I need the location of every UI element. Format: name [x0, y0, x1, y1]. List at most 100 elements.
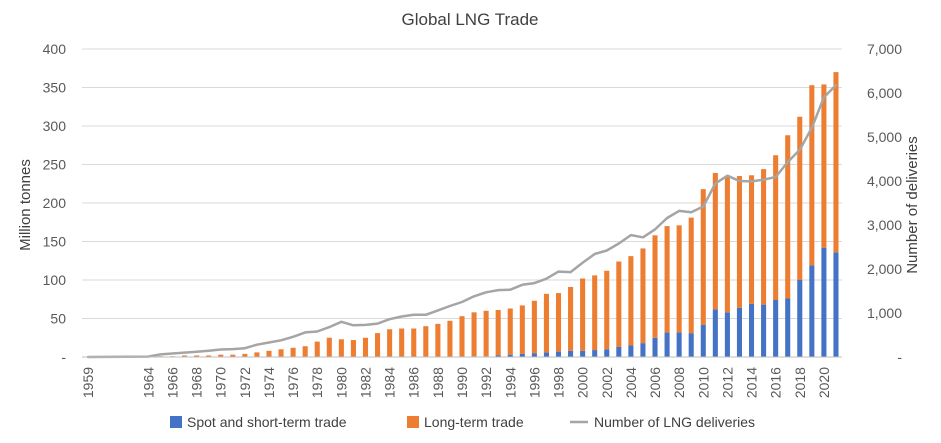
- bar-spot-and-short-term-trade: [773, 300, 779, 357]
- bar-long-term-trade: [604, 270, 610, 350]
- bar-long-term-trade: [447, 320, 453, 357]
- x-tick-label: 2004: [623, 367, 639, 398]
- bar-long-term-trade: [531, 300, 537, 354]
- bar-long-term-trade: [423, 326, 429, 357]
- y2-tick-label: 6,000: [867, 85, 902, 101]
- bar-long-term-trade: [326, 337, 332, 357]
- x-tick-label: 2002: [599, 367, 615, 398]
- bar-long-term-trade: [338, 339, 344, 357]
- chart-title: Global LNG Trade: [401, 10, 538, 29]
- bar-long-term-trade: [507, 308, 513, 355]
- x-tick-label: 1992: [478, 367, 494, 398]
- bar-spot-and-short-term-trade: [628, 345, 634, 357]
- y-tick-label: 200: [43, 195, 67, 211]
- bar-long-term-trade: [724, 176, 730, 313]
- bar-long-term-trade: [592, 275, 598, 351]
- line-number-of-lng-deliveries: [86, 83, 838, 359]
- bar-long-term-trade: [555, 293, 562, 352]
- bar-long-term-trade: [471, 312, 477, 357]
- bar-spot-and-short-term-trade: [652, 337, 658, 357]
- bar-spot-and-short-term-trade: [821, 247, 827, 357]
- bar-long-term-trade: [761, 169, 767, 305]
- legend-label-spot-and-short-term-trade: Spot and short-term trade: [187, 414, 347, 430]
- bar-long-term-trade: [290, 347, 296, 357]
- bar-spot-and-short-term-trade: [568, 350, 574, 357]
- x-tick-label: 1974: [261, 367, 277, 398]
- bar-spot-and-short-term-trade: [640, 343, 646, 357]
- bar-long-term-trade: [821, 84, 827, 248]
- bar-long-term-trade: [266, 350, 272, 357]
- bar-spot-and-short-term-trade: [724, 312, 730, 357]
- y-tick-label: 50: [50, 311, 66, 327]
- bar-long-term-trade: [797, 116, 803, 280]
- bar-long-term-trade: [387, 329, 393, 357]
- bar-long-term-trade: [543, 293, 549, 353]
- y-tick-label: 400: [43, 41, 67, 57]
- bar-long-term-trade: [785, 135, 791, 299]
- x-tick-label: 1982: [358, 367, 374, 398]
- bar-long-term-trade: [350, 340, 356, 357]
- bar-long-term-trade: [495, 310, 501, 356]
- y-tick-label: 300: [43, 118, 67, 134]
- x-tick-label: 1988: [430, 367, 446, 398]
- y-tick-label: 350: [43, 80, 67, 96]
- x-tick-label: 2000: [575, 367, 591, 398]
- bar-spot-and-short-term-trade: [809, 265, 815, 357]
- x-tick-label: 1996: [526, 367, 542, 398]
- x-tick-label: 1976: [285, 367, 301, 398]
- bar-long-term-trade: [736, 176, 742, 308]
- bar-long-term-trade: [411, 328, 417, 357]
- bar-spot-and-short-term-trade: [616, 346, 622, 357]
- bar-long-term-trade: [194, 355, 200, 357]
- bar-long-term-trade: [640, 248, 646, 344]
- y-axis-title: Million tonnes: [17, 159, 34, 251]
- bar-long-term-trade: [459, 316, 465, 357]
- x-tick-label: 2010: [695, 367, 711, 398]
- x-tick-label: 2012: [719, 367, 735, 398]
- bar-spot-and-short-term-trade: [797, 280, 803, 357]
- x-tick-label: 1966: [165, 367, 181, 398]
- x-tick-label: 2008: [671, 367, 687, 398]
- bar-spot-and-short-term-trade: [785, 298, 791, 357]
- gridlines: [82, 48, 842, 319]
- y-tick-label: 250: [43, 157, 67, 173]
- bar-long-term-trade: [748, 175, 755, 304]
- bar-spot-and-short-term-trade: [748, 303, 755, 357]
- bar-long-term-trade: [218, 354, 224, 357]
- bar-series: [157, 72, 839, 357]
- y2-tick-label: -: [897, 349, 902, 365]
- y2-tick-label: 4,000: [867, 173, 902, 189]
- bar-long-term-trade: [519, 305, 525, 354]
- bar-spot-and-short-term-trade: [531, 353, 537, 357]
- legend-label-number-of-lng-deliveries: Number of LNG deliveries: [594, 414, 755, 430]
- bar-long-term-trade: [435, 323, 441, 357]
- y2-tick-label: 2,000: [867, 261, 902, 277]
- bar-long-term-trade: [664, 226, 670, 333]
- y2-tick-label: 7,000: [867, 41, 902, 57]
- bar-long-term-trade: [483, 310, 489, 357]
- bar-long-term-trade: [568, 286, 574, 351]
- x-tick-label: 2006: [647, 367, 663, 398]
- legend-swatch-long-term-trade: [407, 416, 419, 428]
- bar-long-term-trade: [230, 354, 236, 357]
- x-tick-label: 1998: [551, 367, 567, 398]
- x-tick-label: 1959: [80, 367, 96, 398]
- bar-spot-and-short-term-trade: [555, 351, 562, 357]
- y-tick-label: 100: [43, 272, 67, 288]
- y-tick-label: -: [61, 349, 66, 365]
- bar-spot-and-short-term-trade: [604, 349, 610, 357]
- x-tick-label: 1968: [189, 367, 205, 398]
- line-series: [86, 83, 838, 359]
- legend-label-long-term-trade: Long-term trade: [424, 414, 524, 430]
- bar-long-term-trade: [773, 155, 779, 301]
- x-tick-label: 1994: [502, 367, 518, 398]
- bar-spot-and-short-term-trade: [736, 307, 742, 357]
- bar-spot-and-short-term-trade: [700, 324, 706, 357]
- bar-spot-and-short-term-trade: [833, 252, 839, 357]
- bar-spot-and-short-term-trade: [592, 350, 598, 357]
- x-tick-label: 2014: [744, 367, 760, 398]
- y2-tick-label: 1,000: [867, 305, 902, 321]
- x-tick-label: 1986: [406, 367, 422, 398]
